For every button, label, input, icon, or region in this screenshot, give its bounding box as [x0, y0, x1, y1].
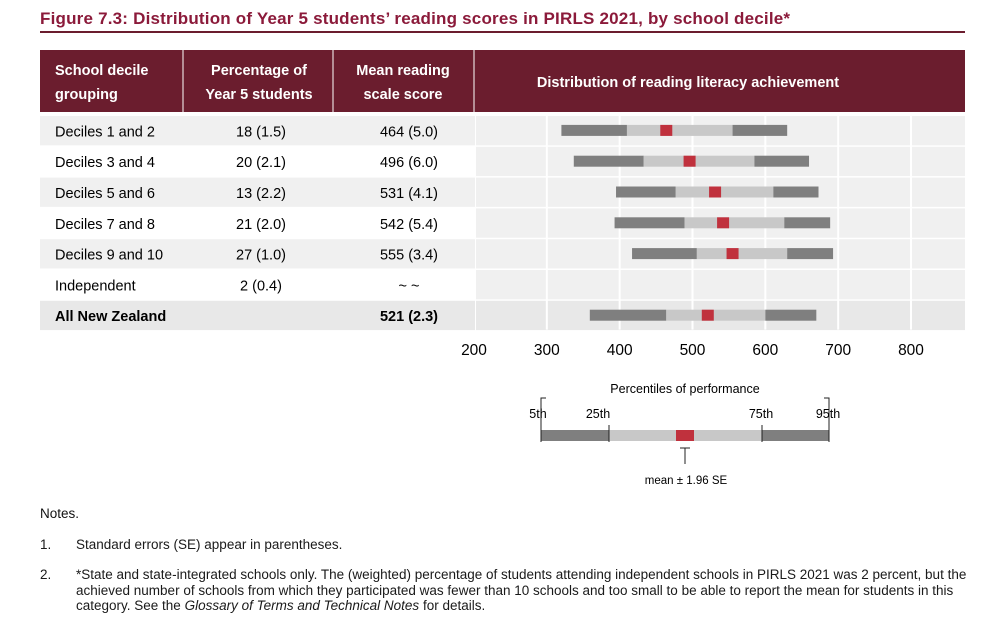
row-mean-score: 531 (4.1): [380, 186, 438, 202]
row-group-label: Independent: [55, 278, 136, 294]
note-2-text-part1: *State and state-integrated schools only…: [76, 567, 967, 613]
key-p95-label: 95th: [816, 407, 840, 421]
bar-p75-p95: [732, 124, 788, 136]
key-title: Percentiles of performance: [610, 382, 759, 396]
x-tick-label: 800: [898, 342, 924, 359]
bar-mean-ci: [660, 124, 673, 136]
row-percentage: 27 (1.0): [236, 248, 286, 264]
note-2-number: 2.: [40, 567, 52, 582]
row-background: [40, 146, 475, 177]
x-tick-label: 200: [461, 342, 487, 359]
key-mean-label: mean ± 1.96 SE: [645, 475, 728, 487]
bar-p25-p75: [684, 217, 785, 229]
row-mean-score: 542 (5.4): [380, 217, 438, 233]
note-1-text: Standard errors (SE) appear in parenthes…: [76, 537, 343, 552]
key-p75-label: 75th: [749, 407, 773, 421]
row-group-label: Deciles 7 and 8: [55, 217, 155, 233]
bar-p75-p95: [754, 155, 810, 167]
row-percentage: 18 (1.5): [236, 124, 286, 140]
x-tick-label: 300: [534, 342, 560, 359]
key-bar-p25-p75: [609, 430, 762, 441]
row-background: [40, 177, 475, 207]
bar-mean-ci: [709, 186, 722, 198]
row-group-label: Deciles 9 and 10: [55, 248, 163, 264]
row-background: [40, 239, 475, 269]
glossary-reference: Glossary of Terms and Technical Notes: [184, 598, 420, 613]
row-group-label: Deciles 3 and 4: [55, 155, 155, 171]
key-bar-p5-p25: [541, 430, 609, 441]
row-mean-score: 496 (6.0): [380, 155, 438, 171]
row-percentage: 13 (2.2): [236, 186, 286, 202]
x-tick-label: 500: [680, 342, 706, 359]
bar-p25-p75: [643, 155, 755, 167]
x-tick-label: 600: [752, 342, 778, 359]
row-background: [40, 208, 475, 238]
bar-mean-ci: [683, 155, 696, 167]
key-p5-marker: [540, 397, 546, 442]
x-tick-label: 400: [607, 342, 633, 359]
key-p25-label: 25th: [586, 407, 610, 421]
row-mean-score: 555 (3.4): [380, 248, 438, 264]
bar-mean-ci: [717, 217, 730, 229]
chart: School decile grouping Percentage of Year 5…: [40, 50, 965, 359]
note-2-text: *State and state-integrated schools only…: [76, 567, 976, 614]
header-percentage-line1: Percentage of: [211, 63, 307, 79]
row-background: [40, 116, 475, 146]
figure-title: Figure 7.3: Distribution of Year 5 stude…: [40, 9, 791, 28]
row-percentage: 2 (0.4): [240, 278, 282, 294]
header-percentage-line2: Year 5 students: [205, 87, 312, 103]
bar-p5-p25: [561, 124, 627, 136]
row-group-label: Deciles 5 and 6: [55, 186, 155, 202]
row-background: [40, 300, 475, 331]
note-2-text-part2: for details.: [419, 598, 486, 613]
row-percentage: 20 (2.1): [236, 155, 286, 171]
key-p95-marker: [824, 397, 830, 442]
bar-p25-p75: [675, 186, 774, 198]
key-mean-ci: [676, 430, 694, 441]
row-plot-background: [476, 270, 965, 300]
bar-p25-p75: [696, 248, 788, 260]
key-bar-p75-p95: [762, 430, 829, 441]
bar-p5-p25: [632, 248, 697, 260]
bar-p75-p95: [773, 186, 819, 198]
row-mean-score: 521 (2.3): [380, 309, 438, 325]
header-band: [40, 50, 965, 112]
bar-p75-p95: [787, 248, 834, 260]
row-group-label: Deciles 1 and 2: [55, 124, 155, 140]
key-mean-marker: [680, 447, 690, 464]
bar-p75-p95: [765, 309, 817, 321]
row-group-label: All New Zealand: [55, 309, 166, 325]
notes-heading: Notes.: [40, 506, 80, 521]
key-p5-label: 5th: [529, 407, 546, 421]
bar-p75-p95: [784, 217, 831, 229]
row-mean-score: 464 (5.0): [380, 124, 438, 140]
bar-mean-ci: [701, 309, 714, 321]
bar-mean-ci: [726, 248, 739, 260]
header-group-line1: School decile: [55, 63, 148, 79]
title-rule: [40, 31, 965, 33]
row-mean-score: ~ ~: [399, 278, 420, 294]
bar-p5-p25: [589, 309, 667, 321]
bar-p25-p75: [666, 309, 766, 321]
row-background: [40, 270, 475, 300]
bar-p25-p75: [626, 124, 733, 136]
x-tick-label: 700: [825, 342, 851, 359]
header-group-line2: grouping: [55, 87, 118, 103]
row-percentage: 21 (2.0): [236, 217, 286, 233]
header-mean-line1: Mean reading: [356, 63, 449, 79]
bar-p5-p25: [614, 217, 685, 229]
bar-p5-p25: [573, 155, 644, 167]
bar-p5-p25: [616, 186, 676, 198]
note-1-number: 1.: [40, 537, 52, 552]
header-distribution: Distribution of reading literacy achieve…: [537, 75, 839, 91]
header-mean-line2: scale score: [363, 87, 442, 103]
